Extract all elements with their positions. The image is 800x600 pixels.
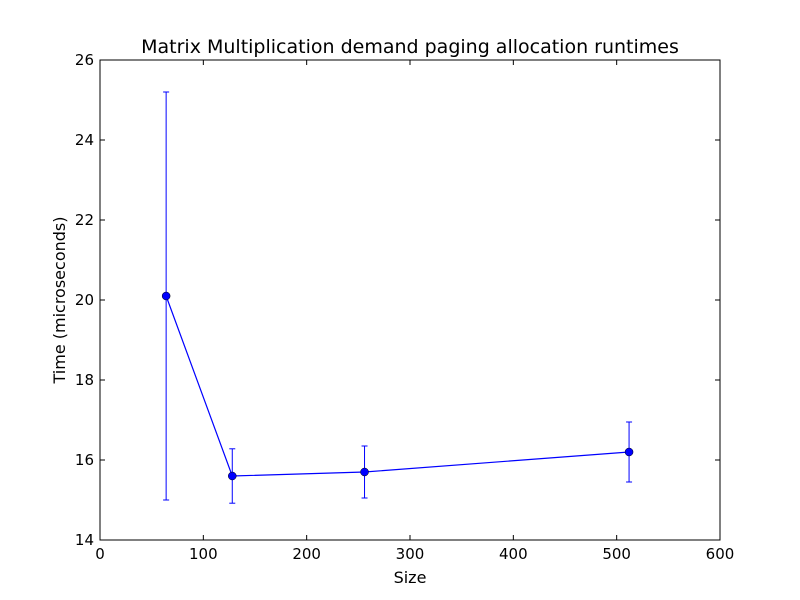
x-tick-label: 100: [189, 545, 218, 563]
x-tick-label: 600: [706, 545, 735, 563]
x-tick-label: 500: [602, 545, 631, 563]
x-tick-label: 400: [499, 545, 528, 563]
data-point: [624, 447, 634, 457]
chart-title: Matrix Multiplication demand paging allo…: [141, 36, 679, 58]
data-point: [360, 467, 369, 477]
y-tick-label: 14: [75, 531, 94, 549]
y-tick-label: 16: [75, 451, 94, 469]
x-axis-label: Size: [394, 568, 427, 587]
y-axis-label: Time (microseconds): [50, 217, 69, 385]
series-line: [165, 295, 630, 477]
data-point: [161, 291, 171, 301]
x-tick-label: 200: [292, 545, 321, 563]
plot-area: [161, 91, 634, 504]
x-tick-label: 300: [396, 545, 425, 563]
y-tick-label: 22: [75, 211, 94, 229]
y-tick-label: 24: [75, 131, 94, 149]
x-tick-label: 0: [95, 545, 105, 563]
y-tick-label: 18: [75, 371, 94, 389]
data-point: [228, 471, 237, 481]
y-tick-label: 20: [75, 291, 94, 309]
y-tick-label: 26: [75, 51, 94, 69]
